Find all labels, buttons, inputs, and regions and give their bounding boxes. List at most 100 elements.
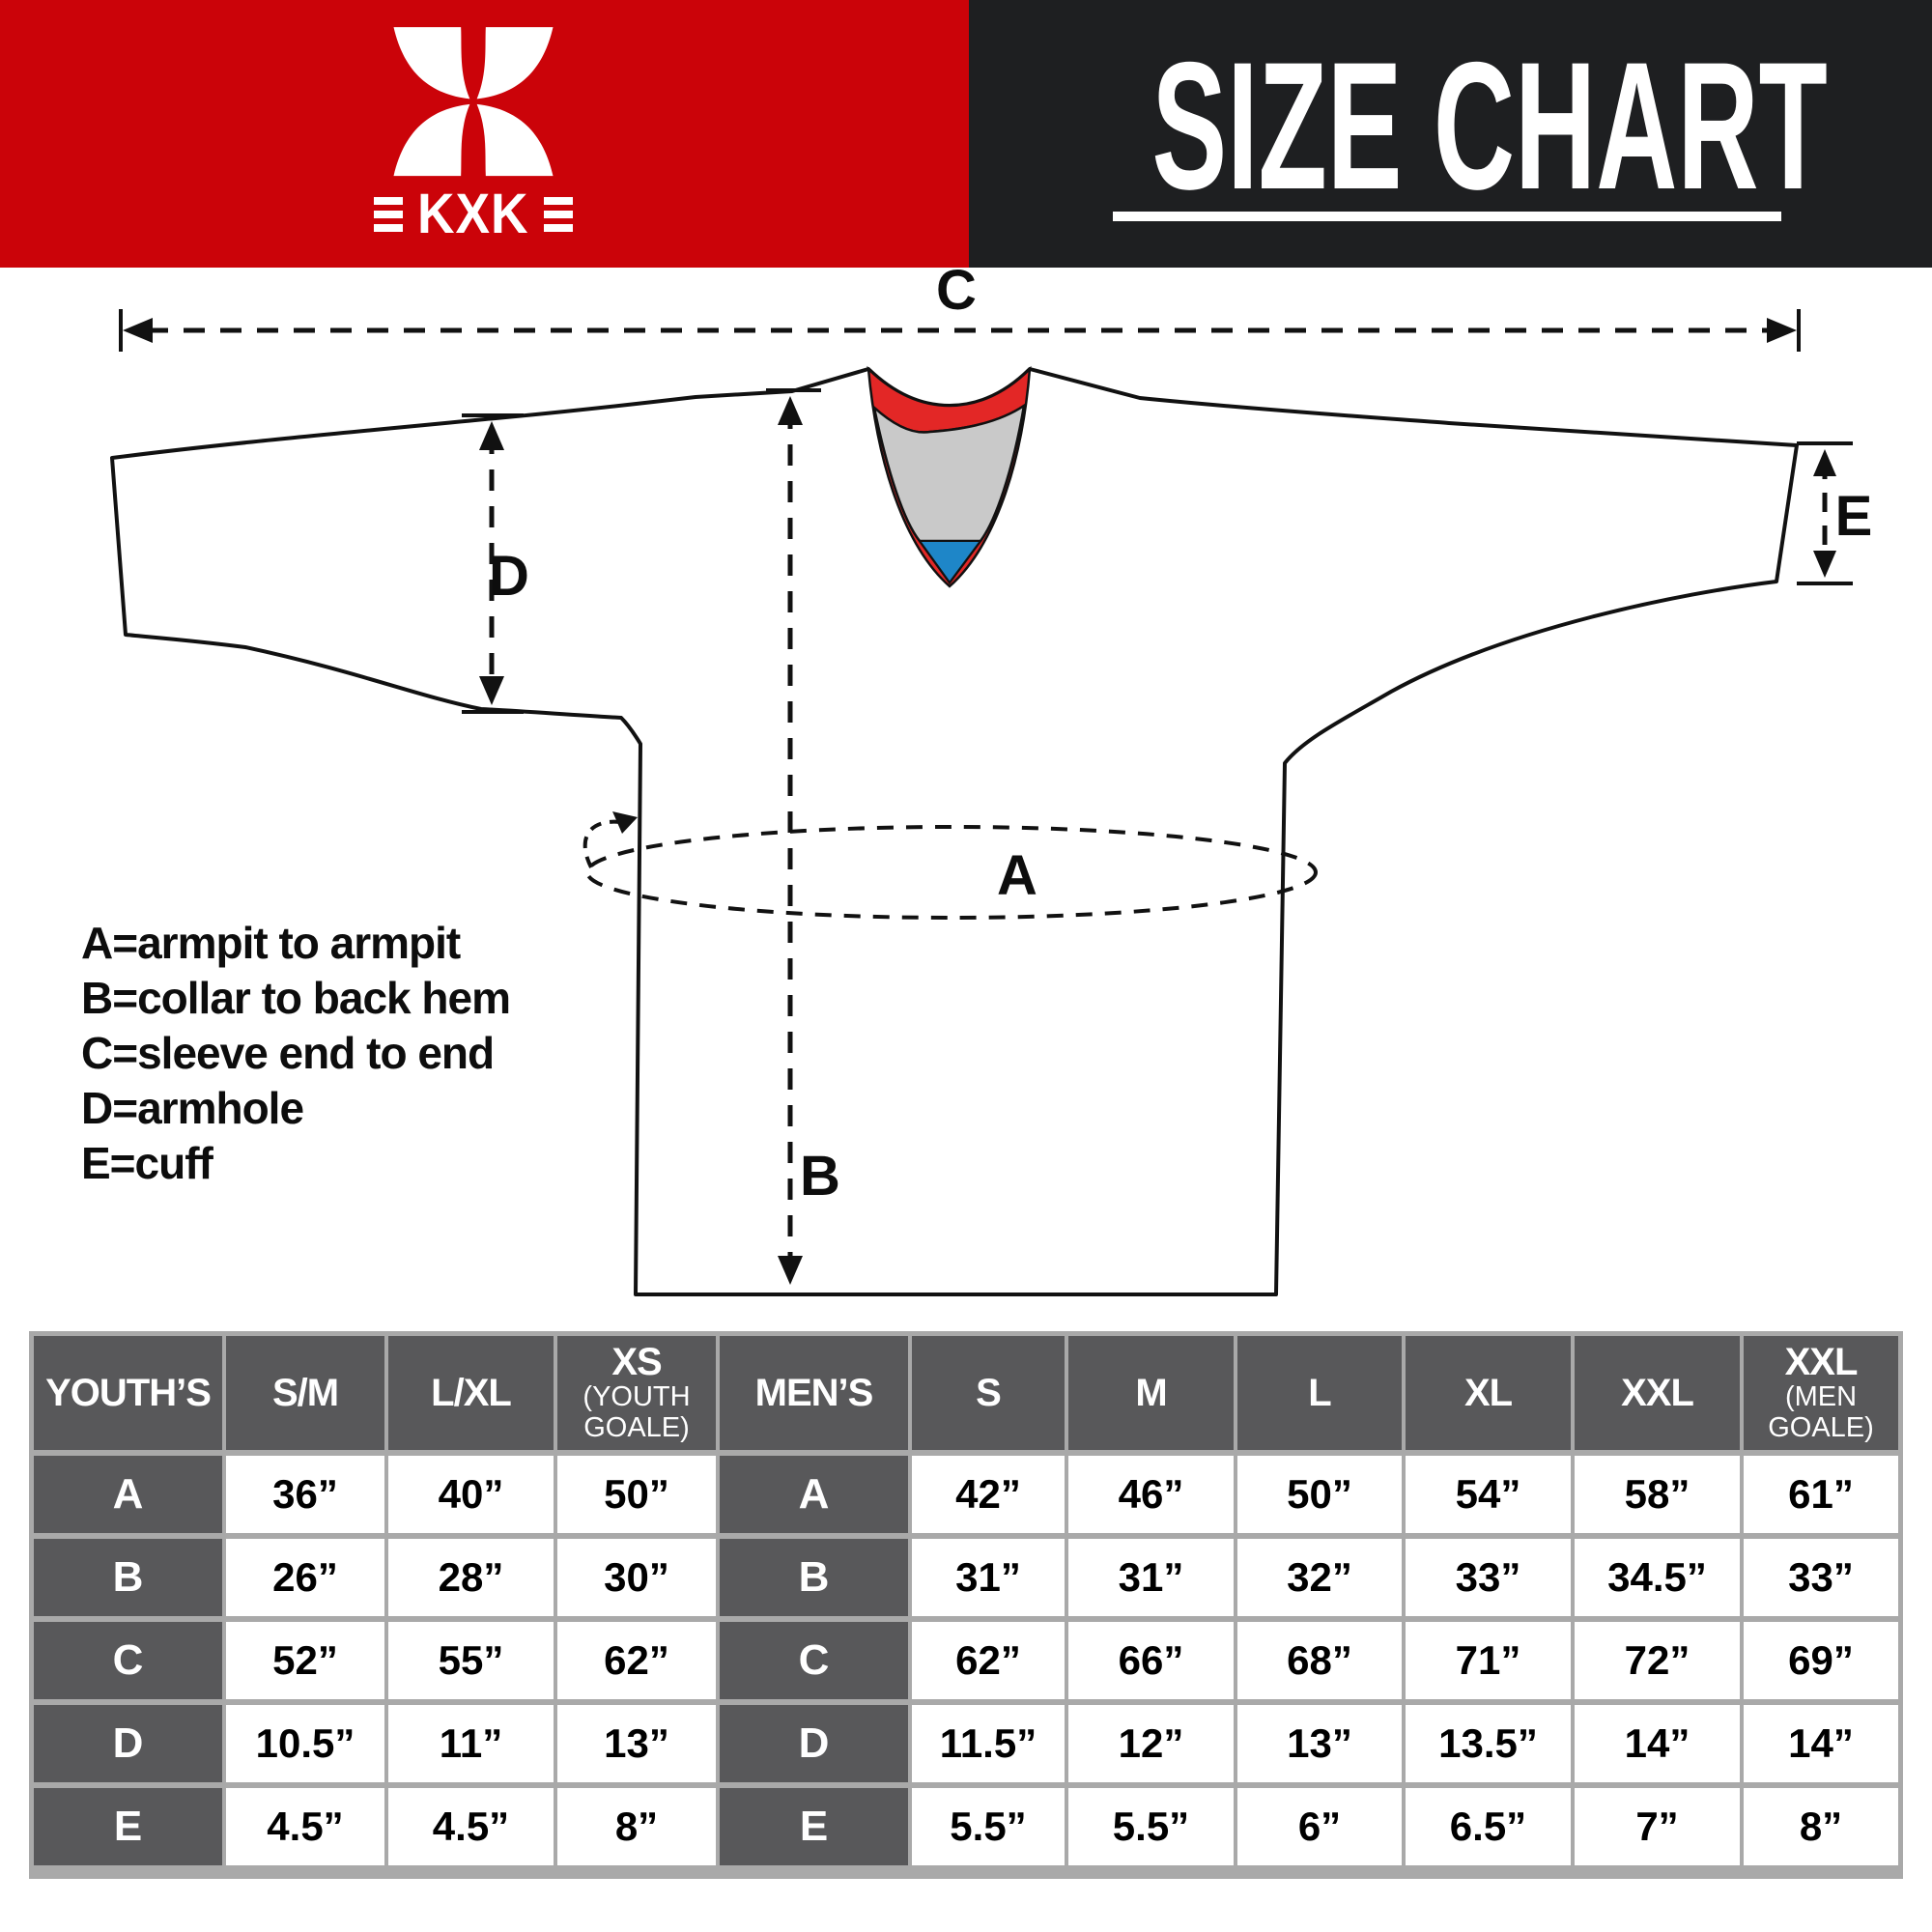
- size-cell: 14”: [1744, 1705, 1898, 1782]
- col-header-s: S: [912, 1336, 1065, 1450]
- jersey-outline: [110, 367, 1799, 1296]
- logo-text: KXK: [417, 183, 529, 245]
- size-cell: 31”: [912, 1539, 1065, 1616]
- size-cell: 33”: [1744, 1539, 1898, 1616]
- legend-line-b: B=collar to back hem: [81, 973, 511, 1023]
- size-cell: 12”: [1068, 1705, 1234, 1782]
- legend-line-e: E=cuff: [81, 1138, 213, 1188]
- triple-bar-icon: [543, 197, 573, 232]
- size-cell: 5.5”: [912, 1788, 1065, 1865]
- size-cell: 68”: [1237, 1622, 1402, 1699]
- size-cell: 8”: [557, 1788, 716, 1865]
- size-cell: 4.5”: [388, 1788, 554, 1865]
- col-header-sub: GOALE): [1768, 1412, 1874, 1443]
- b-arrowhead-up: [778, 396, 803, 425]
- row-label: E: [720, 1788, 908, 1865]
- size-cell: 13”: [1237, 1705, 1402, 1782]
- col-header-xl: XL: [1406, 1336, 1571, 1450]
- size-cell: 13.5”: [1406, 1705, 1571, 1782]
- size-cell: 50”: [1237, 1456, 1402, 1533]
- size-cell: 7”: [1575, 1788, 1740, 1865]
- row-label: C: [720, 1622, 908, 1699]
- col-header-xs-youth-goale: XS (YOUTH GOALE): [557, 1336, 716, 1450]
- size-cell: 11.5”: [912, 1705, 1065, 1782]
- size-cell: 42”: [912, 1456, 1065, 1533]
- size-table: YOUTH’S S/M L/XL XS (YOUTH GOALE) MEN’S …: [29, 1331, 1903, 1879]
- c-arrowhead-right: [1767, 318, 1797, 343]
- a-swirl-arrowhead: [612, 811, 638, 834]
- size-cell: 58”: [1575, 1456, 1740, 1533]
- legend-line-a: A=armpit to armpit: [81, 918, 461, 968]
- row-label: D: [720, 1705, 908, 1782]
- col-header-xxl-men-goale: XXL (MEN GOALE): [1744, 1336, 1898, 1450]
- b-arrowhead-down: [778, 1256, 803, 1285]
- size-cell: 4.5”: [226, 1788, 384, 1865]
- size-cell: 13”: [557, 1705, 716, 1782]
- col-header-main: XS: [611, 1341, 662, 1384]
- size-cell: 62”: [557, 1622, 716, 1699]
- col-header-sub: GOALE): [583, 1412, 690, 1443]
- size-cell: 10.5”: [226, 1705, 384, 1782]
- size-cell: 5.5”: [1068, 1788, 1234, 1865]
- size-cell: 71”: [1406, 1622, 1571, 1699]
- label-d: D: [489, 545, 529, 608]
- size-cell: 14”: [1575, 1705, 1740, 1782]
- row-label: B: [720, 1539, 908, 1616]
- size-cell: 6.5”: [1406, 1788, 1571, 1865]
- size-cell: 62”: [912, 1622, 1065, 1699]
- title-underline: [1113, 212, 1781, 221]
- banner-black-panel: [969, 0, 1932, 268]
- size-cell: 32”: [1237, 1539, 1402, 1616]
- size-cell: 28”: [388, 1539, 554, 1616]
- size-cell: 66”: [1068, 1622, 1234, 1699]
- row-label: E: [34, 1788, 222, 1865]
- triple-bar-icon: [374, 197, 404, 232]
- label-a: A: [997, 844, 1037, 907]
- c-arrowhead-left: [123, 318, 153, 343]
- size-cell: 8”: [1744, 1788, 1898, 1865]
- col-header-youths: YOUTH’S: [34, 1336, 222, 1450]
- collar-gray-inset: [872, 403, 1026, 543]
- col-header-main: XXL: [1784, 1341, 1859, 1384]
- e-arrowhead-down: [1813, 551, 1836, 578]
- col-header-lxl: L/XL: [388, 1336, 554, 1450]
- size-cell: 26”: [226, 1539, 384, 1616]
- col-header-xxl: XXL: [1575, 1336, 1740, 1450]
- kxk-logo-icon: [393, 27, 554, 177]
- row-label: A: [720, 1456, 908, 1533]
- size-cell: 33”: [1406, 1539, 1571, 1616]
- row-label: C: [34, 1622, 222, 1699]
- kxk-wordmark: KXK: [343, 183, 604, 245]
- size-cell: 52”: [226, 1622, 384, 1699]
- size-cell: 31”: [1068, 1539, 1234, 1616]
- size-cell: 46”: [1068, 1456, 1234, 1533]
- size-cell: 36”: [226, 1456, 384, 1533]
- col-header-mens: MEN’S: [720, 1336, 908, 1450]
- col-header-l: L: [1237, 1336, 1402, 1450]
- size-cell: 11”: [388, 1705, 554, 1782]
- size-cell: 72”: [1575, 1622, 1740, 1699]
- page-title: SIZE CHART: [1151, 24, 1828, 227]
- size-cell: 30”: [557, 1539, 716, 1616]
- top-banner: KXK SIZE CHART: [0, 0, 1932, 268]
- size-cell: 34.5”: [1575, 1539, 1740, 1616]
- size-cell: 6”: [1237, 1788, 1402, 1865]
- a-measure-ellipse: [585, 825, 1318, 920]
- measurement-legend: A=armpit to armpit B=collar to back hem …: [81, 916, 511, 1191]
- size-cell: 50”: [557, 1456, 716, 1533]
- col-header-sub: (YOUTH: [582, 1381, 691, 1413]
- row-label: A: [34, 1456, 222, 1533]
- label-c: C: [936, 259, 977, 322]
- row-label: B: [34, 1539, 222, 1616]
- row-label: D: [34, 1705, 222, 1782]
- d-arrowhead-down: [479, 676, 504, 705]
- a-measure-swirl: [582, 819, 621, 868]
- d-arrowhead-up: [479, 421, 504, 450]
- label-b: B: [800, 1145, 840, 1208]
- size-cell: 61”: [1744, 1456, 1898, 1533]
- size-cell: 69”: [1744, 1622, 1898, 1699]
- legend-line-d: D=armhole: [81, 1083, 304, 1133]
- size-cell: 54”: [1406, 1456, 1571, 1533]
- label-e: E: [1834, 485, 1873, 548]
